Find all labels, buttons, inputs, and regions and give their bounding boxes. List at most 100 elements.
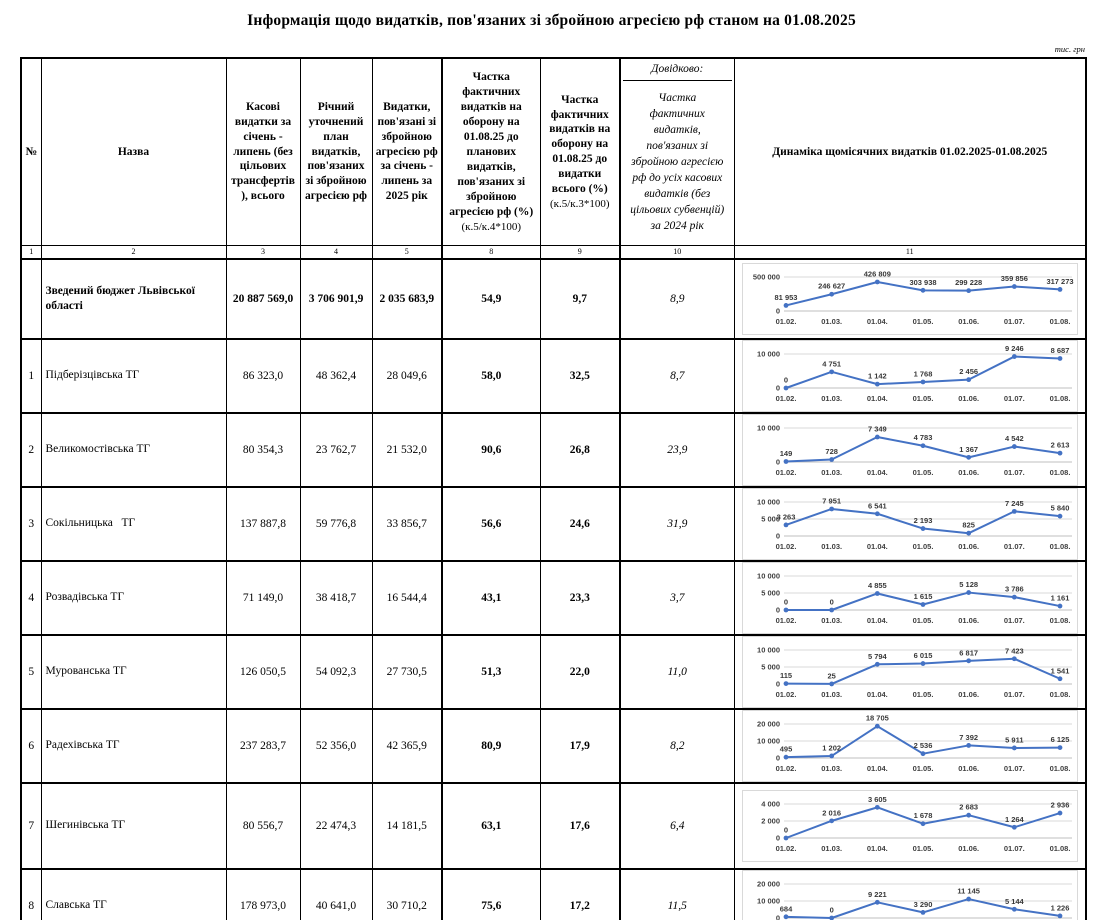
svg-text:01.03.: 01.03. [821,468,842,477]
header-war-expenses: Видатки, пов'язані зі збройною агресією … [371,57,443,246]
svg-text:01.04.: 01.04. [867,317,888,326]
cash-expenses-cell: 237 283,7 [225,707,301,783]
svg-text:684: 684 [779,904,792,913]
cash-expenses-cell: 80 354,3 [225,411,301,487]
svg-text:1 226: 1 226 [1050,903,1069,912]
svg-text:01.02.: 01.02. [775,394,796,403]
ref-share-2024-cell: 8,7 [619,337,735,413]
row-number-cell: 8 [20,867,42,920]
header-annual-plan: Річний уточнений план видатків, пов'язан… [299,57,373,246]
war-expenses-cell: 27 730,5 [371,633,443,709]
header-share-of-total: Частка фактичних видатків на оборону на … [539,57,621,246]
ref-share-2024-cell: 3,7 [619,559,735,635]
svg-text:01.03.: 01.03. [821,844,842,853]
svg-text:2 193: 2 193 [913,516,932,525]
war-expenses-cell: 14 181,5 [371,781,443,869]
cash-expenses-cell: 126 050,5 [225,633,301,709]
svg-text:3 263: 3 263 [776,512,795,521]
annual-plan-cell: 22 474,3 [299,781,373,869]
territory-name-cell: Шегинівська ТГ [40,781,227,869]
annual-plan-cell: 52 356,0 [299,707,373,783]
war-expenses-cell: 2 035 683,9 [371,257,443,339]
header-share-of-total-formula: (к.5/к.3*100) [549,198,610,211]
svg-text:5 794: 5 794 [868,651,888,660]
svg-text:01.07.: 01.07. [1004,468,1025,477]
share-of-total-cell: 23,3 [539,559,621,635]
svg-text:01.08.: 01.08. [1049,616,1070,625]
header-row: № Назва Касові видатки за січень - липен… [20,57,1087,246]
svg-text:20 000: 20 000 [757,879,780,888]
svg-text:01.06.: 01.06. [958,764,979,773]
war-expenses-cell: 21 532,0 [371,411,443,487]
svg-text:0: 0 [784,825,788,834]
svg-text:4 855: 4 855 [868,580,887,589]
svg-text:1 202: 1 202 [822,743,841,752]
cash-expenses-cell: 86 323,0 [225,337,301,413]
svg-text:10 000: 10 000 [757,571,780,580]
svg-text:4 751: 4 751 [822,359,841,368]
svg-text:01.03.: 01.03. [821,317,842,326]
svg-text:10 000: 10 000 [757,736,780,745]
column-number: 10 [619,245,735,259]
row-number-cell: 3 [20,485,42,561]
svg-text:0: 0 [776,833,780,842]
column-number: 9 [539,245,621,259]
svg-text:1 161: 1 161 [1050,593,1069,602]
svg-text:01.05.: 01.05. [912,317,933,326]
svg-text:01.06.: 01.06. [958,394,979,403]
svg-text:11 145: 11 145 [957,886,980,895]
svg-text:115: 115 [780,671,792,680]
svg-text:1 142: 1 142 [868,371,887,380]
war-expenses-cell: 33 856,7 [371,485,443,561]
table-row: 7 Шегинівська ТГ 80 556,7 22 474,3 14 181,5 6… [20,781,1087,869]
svg-text:2 536: 2 536 [913,741,932,750]
svg-text:3 605: 3 605 [868,794,887,803]
header-num: № [20,57,42,246]
svg-text:01.04.: 01.04. [867,616,888,625]
svg-text:0: 0 [776,383,780,392]
svg-text:7 951: 7 951 [822,496,841,505]
svg-text:01.03.: 01.03. [821,616,842,625]
header-share-of-plan-text: Частка фактичних видатків на оборону на … [449,71,534,218]
svg-text:495: 495 [779,744,792,753]
annual-plan-cell: 48 362,4 [299,337,373,413]
svg-text:01.02.: 01.02. [775,690,796,699]
svg-text:8 687: 8 687 [1050,345,1069,354]
row-number-cell: 4 [20,559,42,635]
header-share-of-total-text: Частка фактичних видатків на оборону на … [549,93,611,196]
svg-text:01.06.: 01.06. [958,616,979,625]
monthly-trend-chart: 10 000 5 000 0 01.02. 01.03. 01.04. 01.05. 01.0… [741,488,1078,560]
svg-text:01.05.: 01.05. [912,468,933,477]
column-number: 5 [371,245,443,259]
cash-expenses-cell: 80 556,7 [225,781,301,869]
share-of-total-cell: 22,0 [539,633,621,709]
svg-text:10 000: 10 000 [757,645,780,654]
share-of-plan-cell: 80,9 [441,707,541,783]
ref-share-2024-cell: 8,9 [619,257,735,339]
war-expenses-cell: 16 544,4 [371,559,443,635]
ref-share-2024-cell: 31,9 [619,485,735,561]
svg-text:01.03.: 01.03. [821,542,842,551]
svg-text:500 000: 500 000 [753,272,780,281]
svg-text:01.06.: 01.06. [958,690,979,699]
svg-text:3 290: 3 290 [913,899,932,908]
svg-text:10 000: 10 000 [757,896,780,905]
svg-text:0: 0 [784,375,788,384]
cash-expenses-cell: 178 973,0 [225,867,301,920]
svg-text:5 000: 5 000 [761,662,780,671]
trend-chart-cell: 10 000 0 01.02. 01.03. 01.04. 01.05. 01.06. 01.… [733,411,1087,487]
svg-text:728: 728 [825,447,838,456]
svg-text:0: 0 [829,597,833,606]
svg-text:4 783: 4 783 [913,433,932,442]
expenditure-table: № Назва Касові видатки за січень - липен… [20,57,1087,920]
svg-text:3 786: 3 786 [1005,584,1024,593]
monthly-trend-chart: 10 000 5 000 0 01.02. 01.03. 01.04. 01.05. 01.0… [741,636,1078,708]
share-of-total-cell: 26,8 [539,411,621,487]
unit-note: тис. грн [1054,44,1085,54]
svg-text:6 015: 6 015 [913,651,932,660]
svg-text:246 627: 246 627 [818,281,845,290]
territory-name-cell: Радехівська ТГ [40,707,227,783]
svg-text:0: 0 [776,679,780,688]
svg-text:5 911: 5 911 [1005,735,1023,744]
